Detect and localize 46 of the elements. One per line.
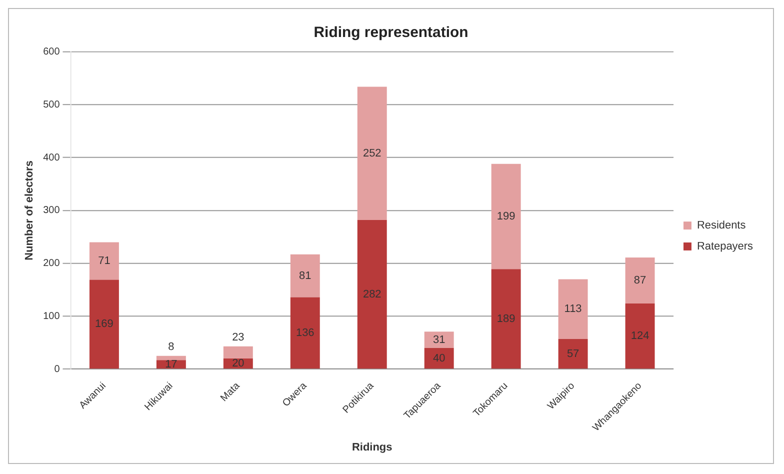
chart-title: Riding representation — [314, 24, 468, 42]
bar — [156, 356, 186, 360]
legend-label: Residents — [696, 220, 746, 232]
data-label: 199 — [496, 210, 516, 223]
y-tick-label: 0 — [54, 364, 60, 375]
y-axis-title: Number of electors — [24, 160, 36, 260]
data-label: 20 — [232, 358, 244, 370]
data-label: 113 — [564, 303, 582, 316]
y-tick-label: 500 — [43, 99, 60, 110]
data-label: 23 — [232, 331, 244, 344]
bar — [89, 242, 119, 280]
bar — [424, 348, 454, 369]
bar — [491, 164, 521, 270]
bar — [290, 297, 320, 369]
data-label: 87 — [634, 274, 646, 287]
bar — [558, 338, 588, 369]
bar — [89, 280, 119, 369]
bar — [357, 86, 387, 220]
data-label: 189 — [496, 312, 516, 325]
bar — [558, 279, 588, 339]
data-label: 136 — [296, 326, 314, 339]
data-label: 57 — [566, 348, 580, 360]
x-axis-title: Ridings — [352, 441, 392, 454]
bar — [625, 304, 655, 369]
data-label: 31 — [432, 334, 446, 346]
data-label: 282 — [362, 288, 382, 300]
data-label: 71 — [98, 255, 110, 267]
y-tick-label: 600 — [43, 46, 60, 58]
bar — [625, 258, 655, 304]
y-tick-label: 200 — [43, 258, 60, 270]
bar — [424, 332, 454, 348]
bar — [290, 254, 320, 298]
y-tick-label: 100 — [43, 310, 60, 322]
data-label: 81 — [299, 270, 312, 282]
data-label: 169 — [95, 318, 114, 330]
bar — [357, 220, 387, 369]
y-tick-label: 300 — [43, 205, 60, 216]
y-tick-label: 400 — [43, 152, 60, 164]
bar — [223, 346, 253, 359]
legend-label: Ratepayers — [696, 240, 754, 252]
bar — [491, 269, 521, 369]
data-label: 17 — [165, 358, 178, 370]
data-label: 40 — [432, 352, 446, 364]
data-label: 8 — [168, 340, 174, 353]
data-label: 124 — [630, 330, 650, 342]
data-label: 252 — [362, 147, 382, 160]
